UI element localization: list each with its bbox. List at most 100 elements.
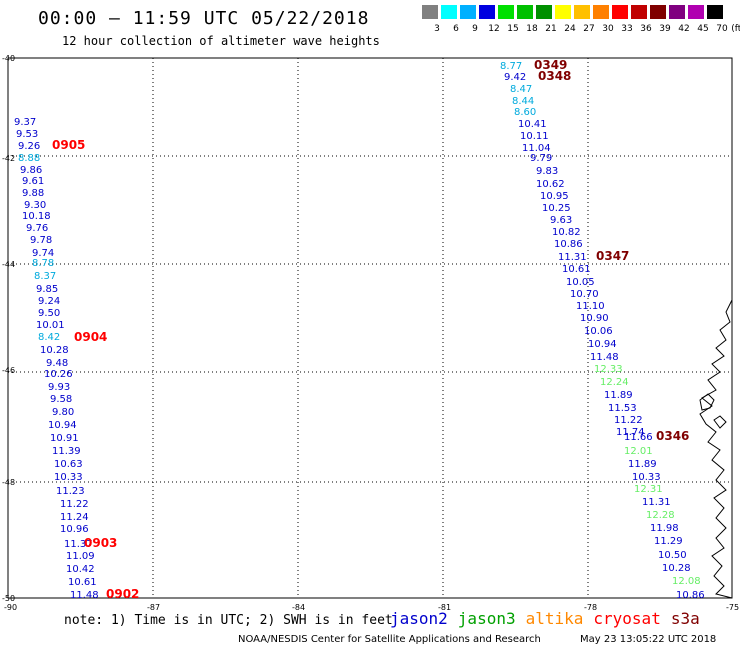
units-note: note: 1) Time is in UTC; 2) SWH is in fe… (64, 613, 393, 628)
wave-height-value: 12.08 (672, 576, 701, 587)
wave-height-value: 10.01 (36, 320, 65, 331)
wave-height-value: 10.90 (580, 313, 609, 324)
wave-height-value: 11.22 (614, 415, 643, 426)
scale-swatch-45 (688, 5, 704, 19)
wave-height-value: 9.83 (536, 166, 558, 177)
wave-height-value: 10.70 (570, 289, 599, 300)
track-time-label: 0904 (74, 330, 107, 344)
scale-swatch-39 (650, 5, 666, 19)
lat-label: -46 (2, 366, 15, 375)
track-time-label: 0902 (106, 587, 139, 601)
wave-height-value: 12.33 (594, 364, 623, 375)
lon-label: -75 (726, 603, 739, 612)
wave-height-value: 10.33 (54, 472, 83, 483)
satellite-legend: jason2 jason3 altika cryosat s3a (390, 609, 710, 628)
wave-height-value: 9.50 (38, 308, 60, 319)
wave-height-value: 9.88 (22, 188, 44, 199)
wave-height-value: 10.25 (542, 203, 571, 214)
scale-swatch-21 (536, 5, 552, 19)
wave-height-value: 10.61 (68, 577, 97, 588)
scale-label-12: 12 (488, 24, 500, 34)
wave-height-value: 8.60 (514, 107, 536, 118)
wave-height-value: 9.30 (24, 200, 46, 211)
lon-label: -90 (4, 603, 17, 612)
lon-label: -84 (292, 603, 305, 612)
track-time-label: 0905 (52, 138, 85, 152)
wave-height-value: 10.96 (60, 524, 89, 535)
wave-height-value: 9.53 (16, 129, 38, 140)
scale-label-9: 9 (472, 24, 478, 34)
wave-height-value: 11.31 (558, 252, 587, 263)
wave-height-value: 11.22 (60, 499, 89, 510)
wave-height-value: 11.53 (608, 403, 637, 414)
scale-swatch-6 (441, 5, 457, 19)
wave-height-value: 10.62 (536, 179, 565, 190)
scale-label-24: 24 (564, 24, 576, 34)
wave-height-value: 9.61 (22, 176, 44, 187)
scale-swatch-18 (517, 5, 533, 19)
wave-height-value: 11.89 (628, 459, 657, 470)
wave-height-value: 10.94 (48, 420, 77, 431)
map-subtitle: 12 hour collection of altimeter wave hei… (62, 34, 380, 48)
scale-swatch-3 (422, 5, 438, 19)
wave-height-value: 11.31 (642, 497, 671, 508)
wave-height-value: 9.86 (20, 165, 42, 176)
wave-height-value: 10.61 (562, 264, 591, 275)
wave-height-value: 8.77 (500, 61, 522, 72)
wave-height-value: 9.58 (50, 394, 72, 405)
scale-swatch-9 (460, 5, 476, 19)
legend-item-altika: altika (525, 609, 584, 628)
wave-height-value: 10.95 (540, 191, 569, 202)
track-time-label: 0903 (84, 536, 117, 550)
scale-label-39: 39 (659, 24, 671, 34)
scale-swatch-15 (498, 5, 514, 19)
wave-height-value: 12.24 (600, 377, 629, 388)
lon-label: -87 (147, 603, 160, 612)
wave-height-value: 9.79 (530, 153, 552, 164)
track-time-label: 0346 (656, 429, 689, 443)
scale-label-33: 33 (621, 24, 633, 34)
legend-item-jason2: jason2 (390, 609, 448, 628)
scale-swatch-70 (707, 5, 723, 19)
map-title: 00:00 – 11:59 UTC 05/22/2018 (38, 8, 370, 29)
scale-label-36: 36 (640, 24, 652, 34)
scale-swatch-24 (555, 5, 571, 19)
wave-height-value: 10.82 (552, 227, 581, 238)
wave-height-value: 11.48 (70, 590, 99, 601)
wave-height-value: 10.06 (584, 326, 613, 337)
wave-height-value: 11.29 (654, 536, 683, 547)
wave-height-value: 10.41 (518, 119, 547, 130)
scale-swatch-36 (631, 5, 647, 19)
wave-height-value: 11.23 (56, 486, 85, 497)
lat-label: -50 (2, 594, 15, 603)
wave-height-value: 11.66 (624, 432, 653, 443)
wave-height-value: 11.74 (616, 427, 645, 438)
scale-unit: (ft) (731, 24, 740, 34)
lat-label: -44 (2, 260, 15, 269)
wave-height-value: 10.94 (588, 339, 617, 350)
wave-height-value: 10.28 (662, 563, 691, 574)
island-outline (699, 393, 715, 411)
wave-height-value: 10.63 (54, 459, 83, 470)
wave-height-value: 11.48 (590, 352, 619, 363)
legend-item-cryosat: cryosat (593, 609, 661, 628)
wave-height-value: 9.93 (48, 382, 70, 393)
wave-height-value: 10.33 (632, 472, 661, 483)
legend-item-s3a: s3a (670, 609, 700, 628)
wave-height-value: 10.05 (566, 277, 595, 288)
lon-label: -81 (438, 603, 451, 612)
wave-height-value: 10.86 (554, 239, 583, 250)
track-time-label: 0347 (596, 249, 629, 263)
wave-height-value: 12.28 (646, 510, 675, 521)
wave-height-value: 11.37 (64, 539, 93, 550)
wave-height-value: 10.11 (520, 131, 549, 142)
track-time-label: 0348 (538, 69, 571, 83)
wave-height-value: 11.98 (650, 523, 679, 534)
wave-height-value: 10.18 (22, 211, 51, 222)
lon-label: -78 (584, 603, 597, 612)
wave-height-value: 10.26 (44, 369, 73, 380)
wave-height-value: 9.63 (550, 215, 572, 226)
scale-label-15: 15 (507, 24, 519, 34)
scale-label-70: 70 (716, 24, 728, 34)
